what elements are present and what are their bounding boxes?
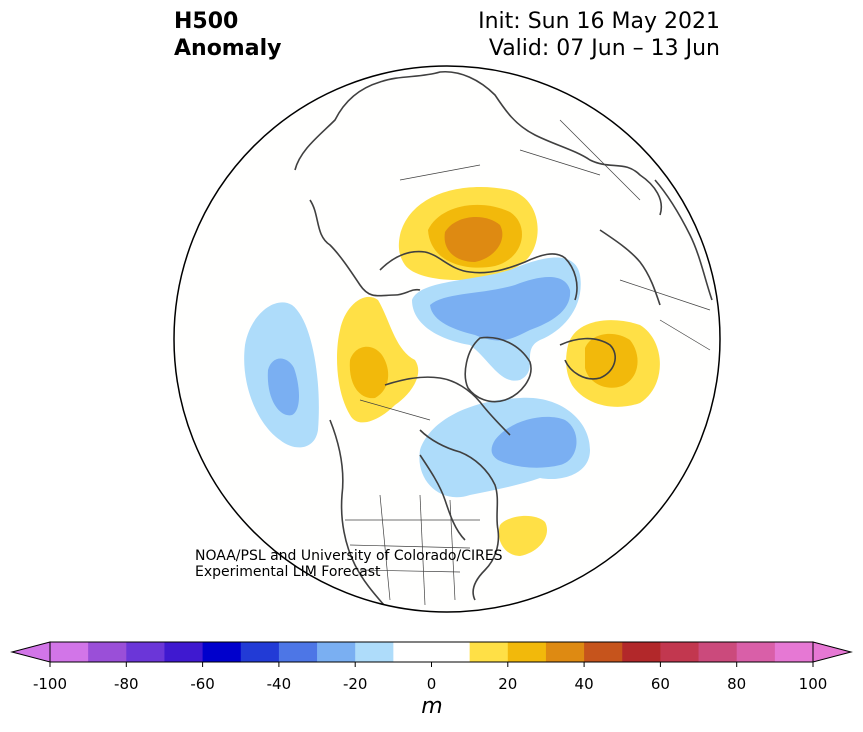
polar-map <box>173 65 721 613</box>
colorbar-cell <box>736 642 776 662</box>
colorbar-tick-label: -100 <box>32 675 68 693</box>
colorbar-tick-label: 40 <box>574 675 594 693</box>
colorbar-cell <box>698 642 738 662</box>
colorbar-cell <box>622 642 661 662</box>
map-globe-background <box>174 66 720 612</box>
colorbar-extend-low <box>10 641 51 663</box>
colorbar-ticks <box>49 662 814 667</box>
anomaly-greenland-positive <box>566 320 660 407</box>
credit-text: NOAA/PSL and University of Colorado/CIRE… <box>195 548 503 580</box>
valid-range: Valid: 07 Jun – 13 Jun <box>488 36 720 61</box>
coastlines <box>294 70 713 612</box>
title-line-1: H500 <box>174 9 239 34</box>
map-title: H500 Anomaly <box>174 8 281 62</box>
anomaly-alaska-positive <box>337 296 419 423</box>
colorbar-tick-label: 80 <box>727 675 747 693</box>
map-boundary <box>173 65 721 613</box>
colorbar-tick-label: 100 <box>798 675 828 693</box>
colorbar-cell <box>469 642 509 662</box>
colorbar-cell <box>164 642 204 662</box>
colorbar-cell <box>431 642 471 662</box>
anomaly-canada-negative <box>419 397 590 498</box>
colorbar-cell <box>774 642 814 662</box>
anomaly-atlantic-positive <box>498 515 548 556</box>
credit-line-1: NOAA/PSL and University of Colorado/CIRE… <box>195 548 503 564</box>
colorbar-tick-label: -80 <box>114 675 139 693</box>
colorbar-cell <box>126 642 165 662</box>
colorbar-cell <box>240 642 280 662</box>
colorbar-cell <box>50 642 89 662</box>
colorbar-cell <box>355 642 394 662</box>
anomaly-pacific-negative <box>244 302 319 448</box>
forecast-dates: Init: Sun 16 May 2021 Valid: 07 Jun – 13… <box>478 8 720 62</box>
colorbar-tick-label: 60 <box>650 675 670 693</box>
credit-line-2: Experimental LIM Forecast <box>195 564 381 580</box>
colorbar-tick-label: -60 <box>190 675 215 693</box>
init-date: Init: Sun 16 May 2021 <box>478 9 720 34</box>
political-borders <box>345 119 711 606</box>
colorbar-cell <box>317 642 356 662</box>
colorbar-extend-high <box>812 641 853 663</box>
title-line-2: Anomaly <box>174 36 282 61</box>
colorbar-cell <box>393 642 432 662</box>
colorbar-cell <box>88 642 127 662</box>
colorbar-cells <box>50 642 814 662</box>
colorbar-tick-label: -40 <box>266 675 292 693</box>
colorbar-tick-label: 0 <box>426 675 437 693</box>
colorbar-cell <box>507 642 547 662</box>
anomaly-arctic-negative <box>412 257 581 381</box>
colorbar-cell <box>660 642 700 662</box>
colorbar-cell <box>545 642 585 662</box>
colorbar-cell <box>202 642 242 662</box>
colorbar-tick-label: -20 <box>342 675 368 693</box>
colorbar-tick-label: 20 <box>498 675 518 693</box>
anomaly-russia-positive <box>398 187 538 280</box>
colorbar-units: m <box>421 694 443 719</box>
colorbar-cell <box>584 642 623 662</box>
colorbar-cell <box>278 642 318 662</box>
colorbar <box>10 641 853 667</box>
